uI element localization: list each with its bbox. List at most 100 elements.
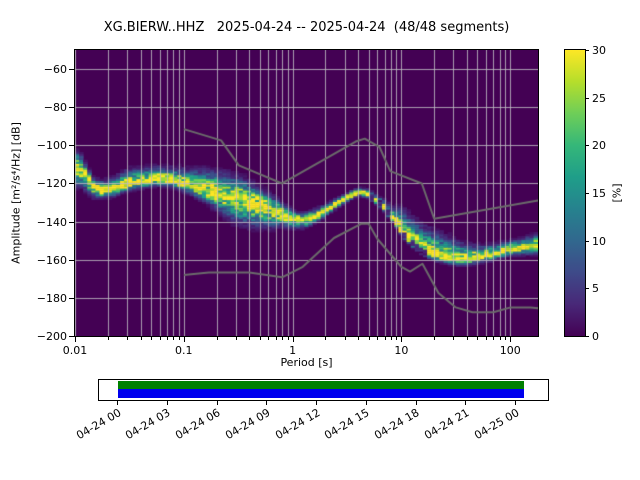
x-tick-label: 1: [289, 344, 297, 357]
colorbar-tick-label: 25: [592, 91, 606, 105]
y-major-tick: [69, 145, 74, 147]
x-minor-tick: [477, 337, 479, 340]
x-minor-tick: [235, 337, 237, 340]
timeline-tick-label: 04-24 09: [222, 406, 273, 443]
x-minor-tick: [466, 337, 468, 340]
timeline-tick-label: 04-24 15: [322, 406, 372, 443]
timeline-tick-label: 04-25 00: [471, 406, 521, 443]
timeline-tick-label: 04-24 00: [73, 406, 123, 443]
colorbar-tick-label: 20: [592, 139, 606, 153]
timeline-tick: [266, 400, 268, 405]
timeline-processed-bar: [118, 389, 524, 398]
timeline-tick: [117, 400, 118, 405]
x-minor-tick: [107, 337, 109, 340]
colorbar-tick-label: 10: [592, 234, 606, 248]
x-minor-tick: [499, 337, 501, 340]
timeline-tick: [515, 400, 516, 405]
plot-title: XG.BIERW..HHZ 2025-04-24 -- 2025-04-24 (…: [103, 20, 510, 35]
x-axis-label: Period [s]: [280, 356, 333, 369]
timeline-tick: [216, 400, 218, 405]
x-minor-tick: [140, 337, 142, 340]
colorbar-tick: [585, 145, 589, 147]
x-major-tick: [292, 337, 294, 342]
x-minor-tick: [325, 337, 327, 340]
x-minor-tick: [178, 337, 180, 340]
colorbar-label: [%]: [610, 183, 624, 203]
y-major-tick: [69, 69, 74, 71]
colorbar-tick: [585, 240, 589, 242]
x-minor-tick: [126, 337, 128, 340]
x-major-tick: [401, 337, 403, 342]
x-minor-tick: [390, 337, 392, 340]
colorbar-tick: [585, 193, 589, 194]
timeline-tick: [365, 400, 367, 405]
y-axis-label: Amplitude [m²/s⁴/Hz] [dB]: [9, 122, 23, 264]
colorbar-tick-label: 0: [592, 330, 599, 343]
x-minor-tick: [344, 337, 346, 340]
timeline-tick: [415, 400, 417, 405]
timeline-tick-label: 04-24 21: [421, 406, 472, 443]
x-minor-tick: [216, 337, 218, 340]
colorbar-tick-label: 15: [592, 187, 606, 200]
x-minor-tick: [151, 337, 153, 340]
x-minor-tick: [282, 337, 284, 340]
colorbar-tick-label: 5: [592, 282, 599, 296]
x-minor-tick: [396, 337, 398, 340]
x-minor-tick: [493, 337, 495, 340]
x-major-tick: [510, 337, 512, 342]
y-tick-label: −140: [36, 215, 67, 229]
y-tick-label: −80: [43, 101, 67, 115]
timeline-tick: [465, 400, 467, 405]
x-tick-label: 100: [499, 344, 521, 357]
timeline-coverage-bar: [118, 381, 524, 389]
y-major-tick: [69, 183, 74, 185]
colorbar-tick: [585, 336, 589, 337]
y-tick-label: −160: [36, 253, 67, 267]
x-minor-tick: [384, 337, 386, 340]
y-major-tick: [69, 297, 74, 299]
x-minor-tick: [453, 337, 455, 340]
x-major-tick: [75, 337, 76, 342]
plot-border: [74, 49, 539, 337]
colorbar-tick-label: 30: [592, 44, 606, 57]
x-major-tick: [183, 337, 185, 342]
x-minor-tick: [486, 337, 488, 340]
ppsd-heatmap-canvas: [75, 50, 538, 336]
y-major-tick: [69, 107, 74, 109]
timeline-tick-label: 04-24 12: [272, 406, 322, 443]
y-tick-label: −120: [36, 177, 67, 191]
x-minor-tick: [259, 337, 261, 340]
timeline-tick-label: 04-24 03: [123, 406, 173, 443]
x-minor-tick: [505, 337, 507, 340]
colorbar-gradient: [565, 50, 585, 336]
y-major-tick: [69, 221, 74, 223]
y-tick-label: −200: [36, 330, 67, 343]
x-minor-tick: [275, 337, 277, 340]
x-minor-tick: [249, 337, 251, 340]
x-minor-tick: [434, 337, 436, 340]
x-minor-tick: [159, 337, 161, 340]
y-tick-label: −180: [36, 291, 67, 305]
y-major-tick: [69, 336, 74, 337]
colorbar-tick: [585, 97, 589, 99]
timeline-tick-label: 04-24 06: [173, 406, 223, 443]
y-tick-label: −100: [36, 139, 67, 153]
x-minor-tick: [268, 337, 270, 340]
y-major-tick: [69, 259, 74, 261]
timeline-tick: [316, 400, 317, 405]
colorbar-tick: [585, 50, 589, 51]
x-tick-label: 10: [394, 344, 409, 357]
timeline-tick: [166, 400, 168, 405]
colorbar-tick: [585, 288, 589, 290]
x-minor-tick: [173, 337, 175, 340]
y-tick-label: −60: [43, 63, 67, 77]
x-minor-tick: [368, 337, 370, 340]
timeline-tick-label: 04-24 18: [372, 406, 422, 443]
x-tick-label: 0.01: [62, 344, 88, 357]
x-minor-tick: [377, 337, 379, 340]
timeline-box: [98, 379, 549, 401]
x-minor-tick: [287, 337, 289, 340]
x-minor-tick: [358, 337, 360, 340]
x-minor-tick: [166, 337, 168, 340]
